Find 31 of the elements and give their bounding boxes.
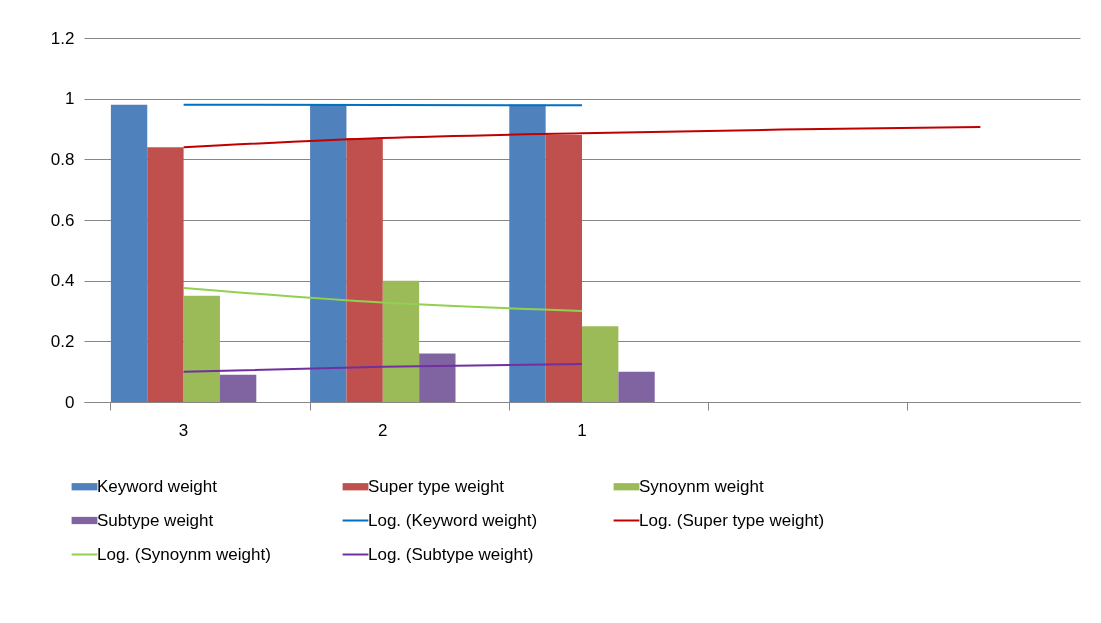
y-tick-label: 1 (65, 89, 75, 109)
x-tick-label: 2 (378, 420, 388, 440)
bar (183, 295, 220, 402)
bar (618, 371, 655, 402)
y-tick-label: 1.2 (50, 28, 75, 48)
line-series (182, 125, 982, 149)
y-tick-label: 0 (65, 392, 75, 412)
legend-label: Subtype weight (97, 510, 214, 530)
y-tick-label: 0.6 (50, 210, 75, 230)
bar (147, 147, 184, 402)
legend-label: Log. (Super type weight) (639, 510, 825, 530)
bar (382, 280, 420, 402)
bar (582, 326, 619, 402)
x-tick-label: 1 (577, 420, 587, 440)
legend-label: Keyword weight (97, 476, 218, 496)
bar (219, 374, 257, 402)
bar (509, 104, 546, 402)
bar (110, 104, 148, 402)
legend-label: Super type weight (368, 476, 505, 496)
x-tick-label: 3 (178, 420, 189, 440)
legend-label: Log. (Keyword weight) (368, 510, 538, 530)
y-tick-label: 0.8 (50, 149, 75, 169)
legend-label: Log. (Subtype weight) (368, 544, 534, 564)
bar (346, 138, 383, 402)
y-tick-label: 0.4 (50, 271, 75, 291)
bar (545, 135, 582, 402)
bar (419, 353, 456, 402)
legend-label: Log. (Synoynm weight) (97, 544, 271, 564)
y-tick-label: 0.2 (50, 331, 75, 351)
legend-label: Synoynm weight (639, 476, 764, 496)
bar (310, 104, 347, 402)
